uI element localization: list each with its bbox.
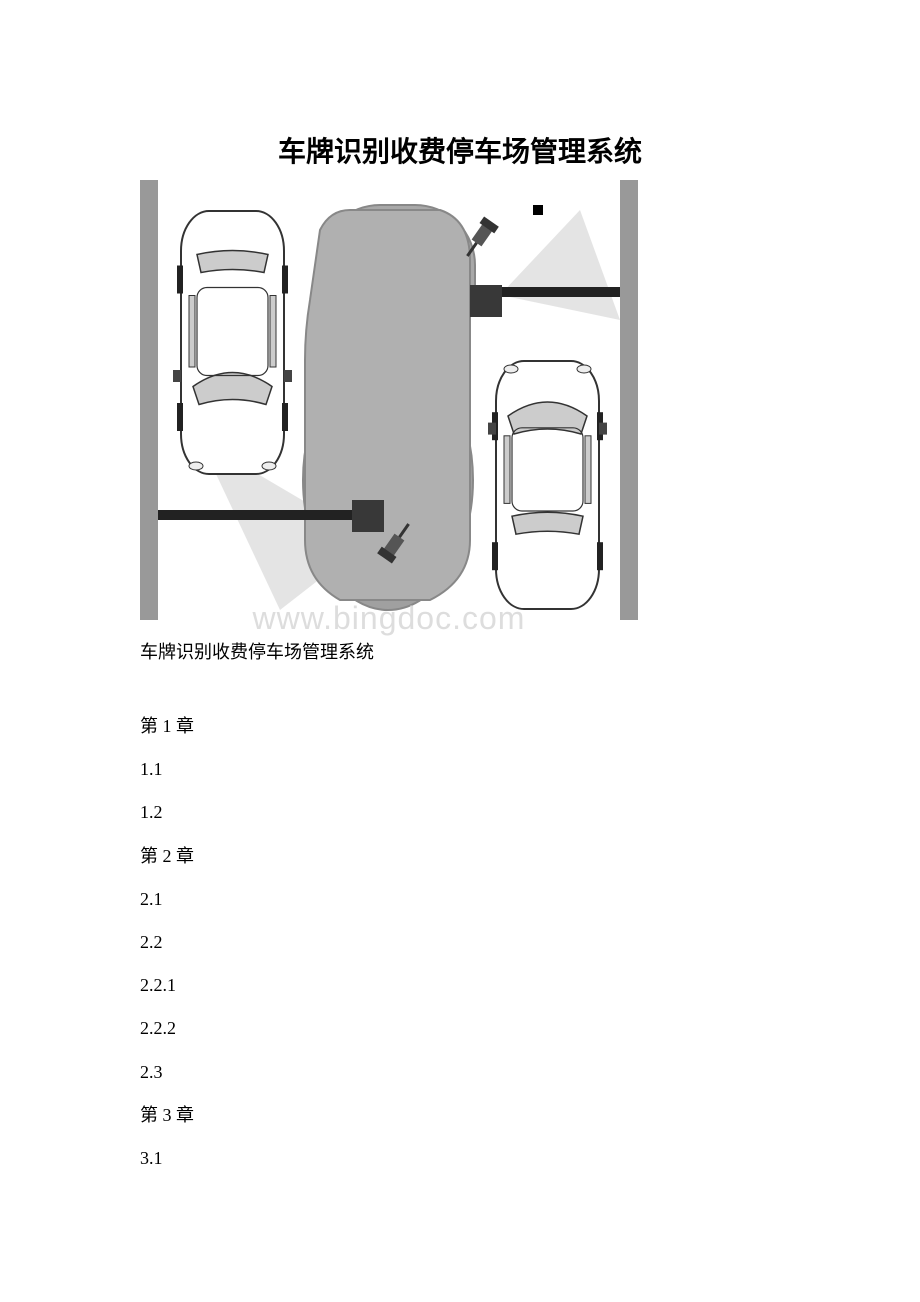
toc-item: 第 2 章 bbox=[140, 844, 920, 869]
diagram-caption: 车牌识别收费停车场管理系统 bbox=[140, 638, 920, 664]
camera-cone-top bbox=[500, 210, 620, 320]
toc-item: 3.1 bbox=[140, 1146, 920, 1171]
table-of-contents: 第 1 章 1.1 1.2 第 2 章 2.1 2.2 2.2.1 2.2.2 … bbox=[140, 714, 920, 1171]
wall-left bbox=[140, 180, 158, 620]
wall-right bbox=[620, 180, 638, 620]
parking-diagram: www.bingdoc.com bbox=[140, 180, 638, 620]
island-body bbox=[305, 210, 470, 600]
toc-item: 1.2 bbox=[140, 800, 920, 825]
car-right bbox=[488, 361, 607, 609]
toc-item: 2.2.1 bbox=[140, 973, 920, 998]
toc-item: 2.1 bbox=[140, 887, 920, 912]
toc-item: 1.1 bbox=[140, 757, 920, 782]
barrier-box-bottom bbox=[352, 500, 384, 532]
barrier-box-top bbox=[470, 285, 502, 317]
sensor-dot bbox=[533, 205, 543, 215]
toc-item: 2.3 bbox=[140, 1060, 920, 1085]
page-title: 车牌识别收费停车场管理系统 bbox=[0, 0, 920, 180]
toc-item: 第 3 章 bbox=[140, 1103, 920, 1128]
car-left bbox=[173, 211, 292, 474]
toc-item: 2.2.2 bbox=[140, 1016, 920, 1041]
toc-item: 第 1 章 bbox=[140, 714, 920, 739]
parking-svg bbox=[140, 180, 638, 620]
toc-item: 2.2 bbox=[140, 930, 920, 955]
watermark: www.bingdoc.com bbox=[253, 600, 526, 637]
